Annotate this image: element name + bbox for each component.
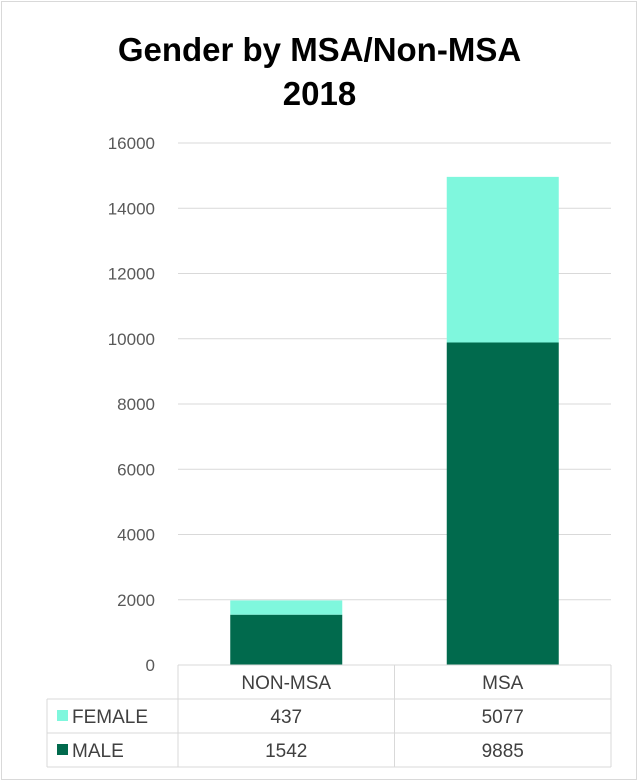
bar-female-non-msa bbox=[230, 600, 343, 615]
legend-key-male bbox=[57, 744, 68, 755]
y-tick-label: 2000 bbox=[117, 591, 155, 610]
legend-label: FEMALE bbox=[72, 707, 148, 728]
legend-key-female bbox=[57, 710, 68, 721]
y-tick-label: 16000 bbox=[108, 134, 155, 153]
data-table-value: 9885 bbox=[482, 741, 524, 762]
x-category-label: MSA bbox=[482, 673, 524, 694]
y-tick-label: 10000 bbox=[108, 330, 155, 349]
chart-title-line-2: 2018 bbox=[282, 75, 357, 112]
bar-male-non-msa bbox=[230, 614, 343, 665]
y-tick-label: 8000 bbox=[117, 395, 155, 414]
y-tick-label: 14000 bbox=[108, 199, 155, 218]
data-table-value: 437 bbox=[270, 707, 302, 728]
bar-female-msa bbox=[446, 176, 559, 343]
y-tick-label: 12000 bbox=[108, 265, 155, 284]
chart-title: Gender by MSA/Non-MSA 2018 bbox=[0, 28, 639, 116]
chart-title-line-1: Gender by MSA/Non-MSA bbox=[117, 31, 522, 68]
data-table-value: 5077 bbox=[482, 707, 524, 728]
y-tick-label: 4000 bbox=[117, 526, 155, 545]
legend-label: MALE bbox=[72, 741, 124, 762]
x-category-label: NON-MSA bbox=[241, 673, 331, 694]
y-tick-label: 6000 bbox=[117, 460, 155, 479]
y-tick-label: 0 bbox=[146, 656, 155, 675]
data-table-value: 1542 bbox=[265, 741, 307, 762]
bar-male-msa bbox=[446, 342, 559, 665]
